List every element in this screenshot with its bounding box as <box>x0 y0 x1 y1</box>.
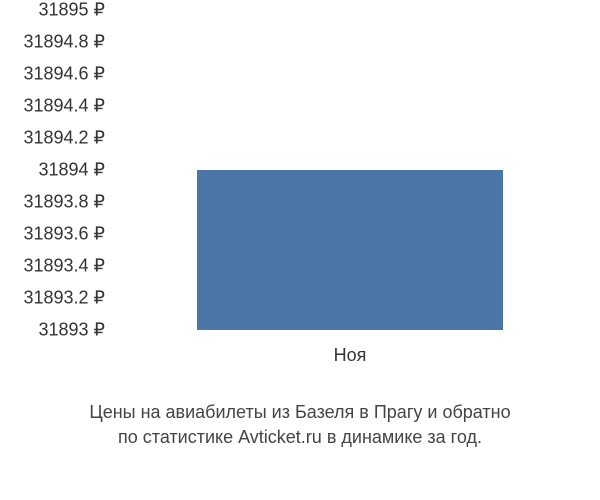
bar <box>197 170 503 330</box>
y-tick-label: 31894.6 ₽ <box>23 64 105 85</box>
y-tick-label: 31895 ₽ <box>38 0 105 21</box>
y-tick-label: 31894.8 ₽ <box>23 32 105 53</box>
chart-container: 31895 ₽ 31894.8 ₽ 31894.6 ₽ 31894.4 ₽ 31894.… <box>0 0 600 500</box>
chart-caption: Цены на авиабилеты из Базеля в Прагу и о… <box>0 400 600 450</box>
x-tick-label: Ноя <box>334 345 367 366</box>
y-tick-label: 31893.2 ₽ <box>23 288 105 309</box>
y-tick-label: 31893 ₽ <box>38 320 105 341</box>
y-tick-label: 31894.2 ₽ <box>23 128 105 149</box>
y-tick-label: 31893.8 ₽ <box>23 192 105 213</box>
y-tick-label: 31893.6 ₽ <box>23 224 105 245</box>
caption-line-1: Цены на авиабилеты из Базеля в Прагу и о… <box>0 400 600 425</box>
plot-area <box>115 10 585 330</box>
y-tick-label: 31894.4 ₽ <box>23 96 105 117</box>
y-tick-label: 31893.4 ₽ <box>23 256 105 277</box>
caption-line-2: по статистике Avticket.ru в динамике за … <box>0 425 600 450</box>
y-tick-label: 31894 ₽ <box>38 160 105 181</box>
